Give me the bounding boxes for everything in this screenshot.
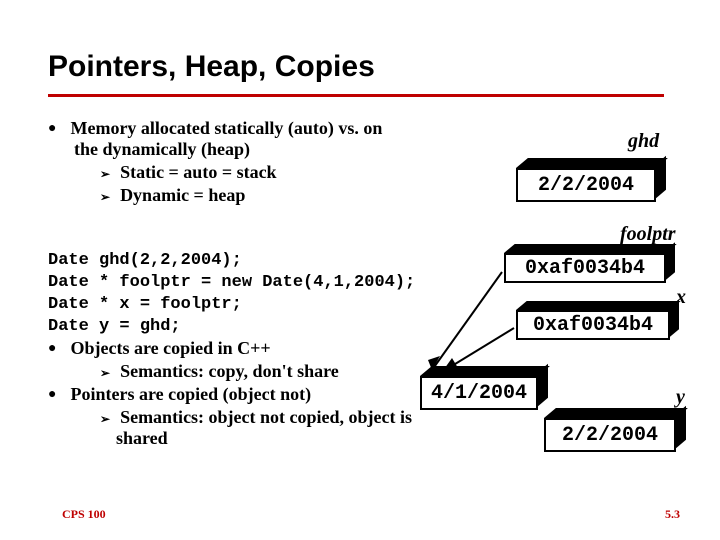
chevron-icon: ➢: [100, 366, 110, 381]
bullet2-main-2: ● Pointers are copied (object not): [48, 384, 412, 405]
bullet-block-2: ● Objects are copied in C++ ➢ Semantics: c…: [48, 338, 412, 449]
code-line: Date ghd(2,2,2004);: [48, 251, 242, 270]
code-line: Date y = ghd;: [48, 317, 181, 336]
box-y: 2/2/2004: [544, 418, 676, 452]
bullet-main-1: ● Memory allocated statically (auto) vs. …: [48, 118, 382, 139]
slide: Pointers, Heap, Copies ● Memory allocated…: [0, 0, 720, 540]
bullet-text: Pointers are copied (object not): [70, 384, 311, 404]
box-shadow: [516, 301, 681, 310]
bullet-text: Static = auto = stack: [120, 162, 277, 182]
box-shadow: [504, 244, 677, 253]
bullet-block-1: ● Memory allocated statically (auto) vs. …: [48, 118, 382, 206]
slide-title: Pointers, Heap, Copies: [48, 50, 375, 84]
bullet2-sub-2b: shared: [116, 428, 412, 449]
code-line: Date * foolptr = new Date(4,1,2004);: [48, 273, 415, 292]
bullet-text: Semantics: copy, don't share: [120, 361, 339, 381]
box-shadow: [516, 158, 668, 168]
chevron-icon: ➢: [100, 167, 110, 182]
bullet-dot-icon: ●: [48, 388, 56, 402]
code-block: Date ghd(2,2,2004); Date * foolptr = new…: [48, 228, 415, 338]
box-foolptr: 0xaf0034b4: [504, 253, 666, 283]
bullet-sub-2: ➢ Dynamic = heap: [100, 185, 382, 206]
bullet-text: the dynamically (heap): [74, 139, 250, 159]
bullet-dot-icon: ●: [48, 342, 56, 356]
box-ghd: 2/2/2004: [516, 168, 656, 202]
bullet-text: Semantics: object not copied, object is: [120, 407, 412, 427]
chevron-icon: ➢: [100, 190, 110, 205]
bullet2-sub-1: ➢ Semantics: copy, don't share: [100, 361, 412, 382]
code-line: Date * x = foolptr;: [48, 295, 242, 314]
bullet-dot-icon: ●: [48, 122, 56, 136]
bullet-text: Dynamic = heap: [120, 185, 245, 205]
label-foolptr: foolptr: [620, 223, 676, 246]
box-heap: 4/1/2004: [420, 376, 538, 410]
bullet-text: Objects are copied in C++: [70, 338, 270, 358]
bullet-text: Memory allocated statically (auto) vs. o…: [70, 118, 382, 138]
bullet2-main-1: ● Objects are copied in C++: [48, 338, 412, 359]
bullet-sub-1: ➢ Static = auto = stack: [100, 162, 382, 183]
chevron-icon: ➢: [100, 412, 110, 427]
footer-left: CPS 100: [62, 507, 106, 522]
footer-right: 5.3: [665, 507, 680, 522]
bullet2-sub-2a: ➢ Semantics: object not copied, object is: [100, 407, 412, 428]
bullet-main-1b: the dynamically (heap): [74, 139, 382, 160]
bullet-text: shared: [116, 428, 168, 448]
label-y: y: [676, 386, 685, 409]
box-shadow: [544, 408, 688, 418]
box-shadow: [420, 366, 550, 376]
label-ghd: ghd: [628, 130, 659, 153]
title-underline: [48, 94, 664, 97]
box-x: 0xaf0034b4: [516, 310, 670, 340]
